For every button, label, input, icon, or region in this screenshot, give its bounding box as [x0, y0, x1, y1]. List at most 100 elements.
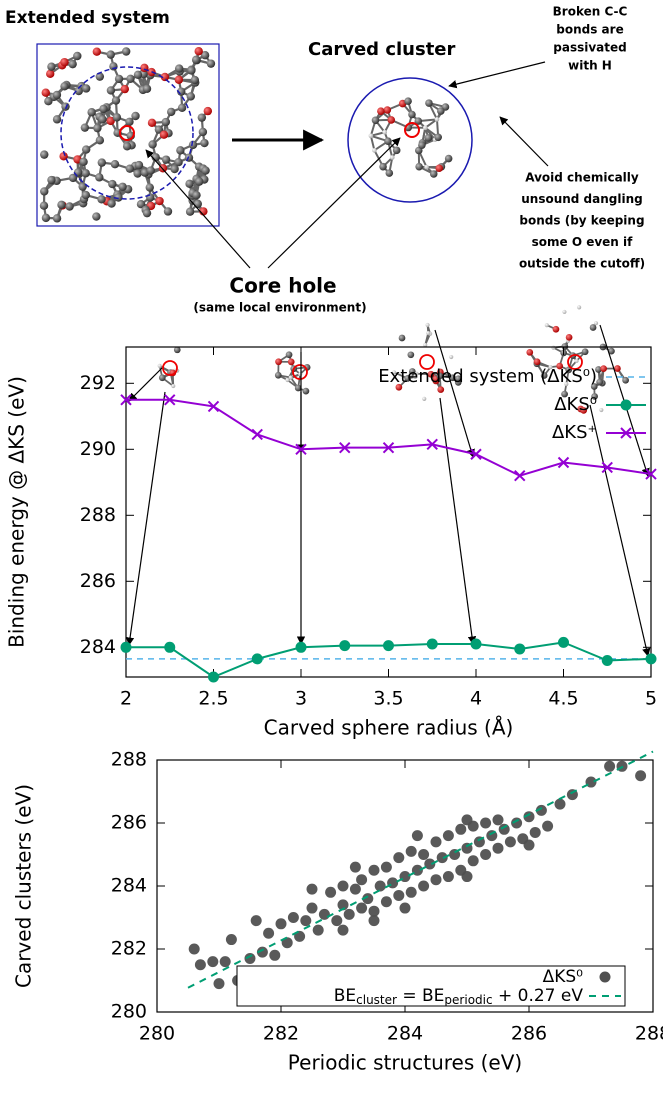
atom	[298, 372, 302, 376]
point	[325, 887, 336, 898]
atom	[192, 56, 200, 64]
atom	[121, 85, 129, 93]
atom	[126, 164, 134, 172]
x-axis-label: Periodic structures (eV)	[288, 1051, 522, 1075]
atom	[40, 201, 48, 209]
cluster-title: Carved cluster	[308, 39, 456, 60]
atom	[171, 384, 175, 388]
atom	[207, 59, 215, 67]
point	[418, 849, 429, 860]
y-tick-label: 284	[111, 875, 147, 897]
point	[288, 912, 299, 923]
point	[493, 814, 504, 825]
atom	[147, 166, 155, 174]
atom	[418, 141, 426, 149]
point	[406, 887, 417, 898]
atom	[303, 388, 310, 395]
atom	[200, 139, 208, 147]
atom	[178, 104, 186, 112]
atom	[148, 140, 156, 148]
atom	[551, 346, 555, 350]
atom	[47, 63, 55, 71]
atom	[199, 128, 207, 136]
atom	[96, 72, 104, 80]
legend-label-part: BE	[334, 986, 356, 1006]
point	[356, 874, 367, 885]
point	[251, 915, 262, 926]
point	[276, 918, 287, 929]
legend-label: ΔKS⁺	[552, 422, 597, 443]
y-tick-label: 292	[80, 372, 116, 394]
atom	[575, 359, 579, 363]
atom	[425, 99, 433, 107]
x-tick-label: 284	[387, 1023, 423, 1045]
legend-label: ΔKS⁰	[554, 394, 597, 415]
atom	[382, 130, 387, 135]
atom	[68, 60, 76, 68]
point	[307, 884, 318, 895]
legend-swatch	[621, 400, 632, 411]
point	[350, 884, 361, 895]
atom	[437, 107, 445, 115]
atom	[422, 397, 426, 401]
atom	[44, 97, 52, 105]
x-tick-label: 2.5	[198, 688, 228, 710]
atom	[81, 169, 89, 177]
arrow	[500, 117, 548, 166]
atom	[133, 169, 141, 177]
point	[189, 944, 200, 955]
x-tick-label: 4.5	[548, 688, 578, 710]
atom	[386, 169, 394, 177]
atom	[81, 123, 89, 131]
atom	[384, 106, 392, 114]
point	[296, 642, 307, 653]
legend-label-part: periodic	[444, 993, 492, 1007]
point	[393, 890, 404, 901]
point	[220, 956, 231, 967]
point	[443, 830, 454, 841]
atom	[194, 200, 202, 208]
y-tick-label: 282	[111, 938, 147, 960]
atom	[111, 160, 119, 168]
point	[635, 770, 646, 781]
point	[602, 655, 613, 666]
atom	[98, 115, 106, 123]
atom	[60, 58, 68, 66]
page: html, body { margin: 0; padding: 0; back…	[0, 0, 663, 1095]
atom	[96, 136, 104, 144]
atom	[390, 155, 395, 160]
atom	[53, 115, 61, 123]
atom	[95, 173, 103, 181]
chart: 280282284286288280282284286288Periodic s…	[12, 749, 663, 1075]
atom	[204, 107, 212, 115]
point	[530, 827, 541, 838]
dangling-note: unsound dangling	[521, 192, 643, 206]
point	[524, 840, 535, 851]
point	[383, 640, 394, 651]
atom	[160, 130, 168, 138]
atom	[99, 105, 107, 113]
atom	[148, 119, 156, 127]
atom	[275, 358, 282, 365]
atom	[53, 91, 61, 99]
atom	[146, 193, 154, 201]
atom	[125, 118, 133, 126]
atom	[115, 75, 123, 83]
legend-label-part: + 0.27 eV	[493, 986, 584, 1006]
atom	[123, 142, 131, 150]
point	[406, 846, 417, 857]
point	[558, 637, 569, 648]
point	[319, 909, 330, 920]
arrow	[129, 392, 165, 645]
y-tick-label: 280	[111, 1001, 147, 1023]
legend-label: ΔKS⁰	[543, 967, 584, 987]
arrow	[268, 138, 400, 268]
atom	[185, 180, 193, 188]
x-axis-label: Carved sphere radius (Å)	[264, 716, 514, 740]
atom	[600, 365, 607, 372]
atom	[201, 166, 209, 174]
point	[226, 934, 237, 945]
arrow	[129, 368, 162, 401]
x-tick-label: 4	[470, 688, 482, 710]
